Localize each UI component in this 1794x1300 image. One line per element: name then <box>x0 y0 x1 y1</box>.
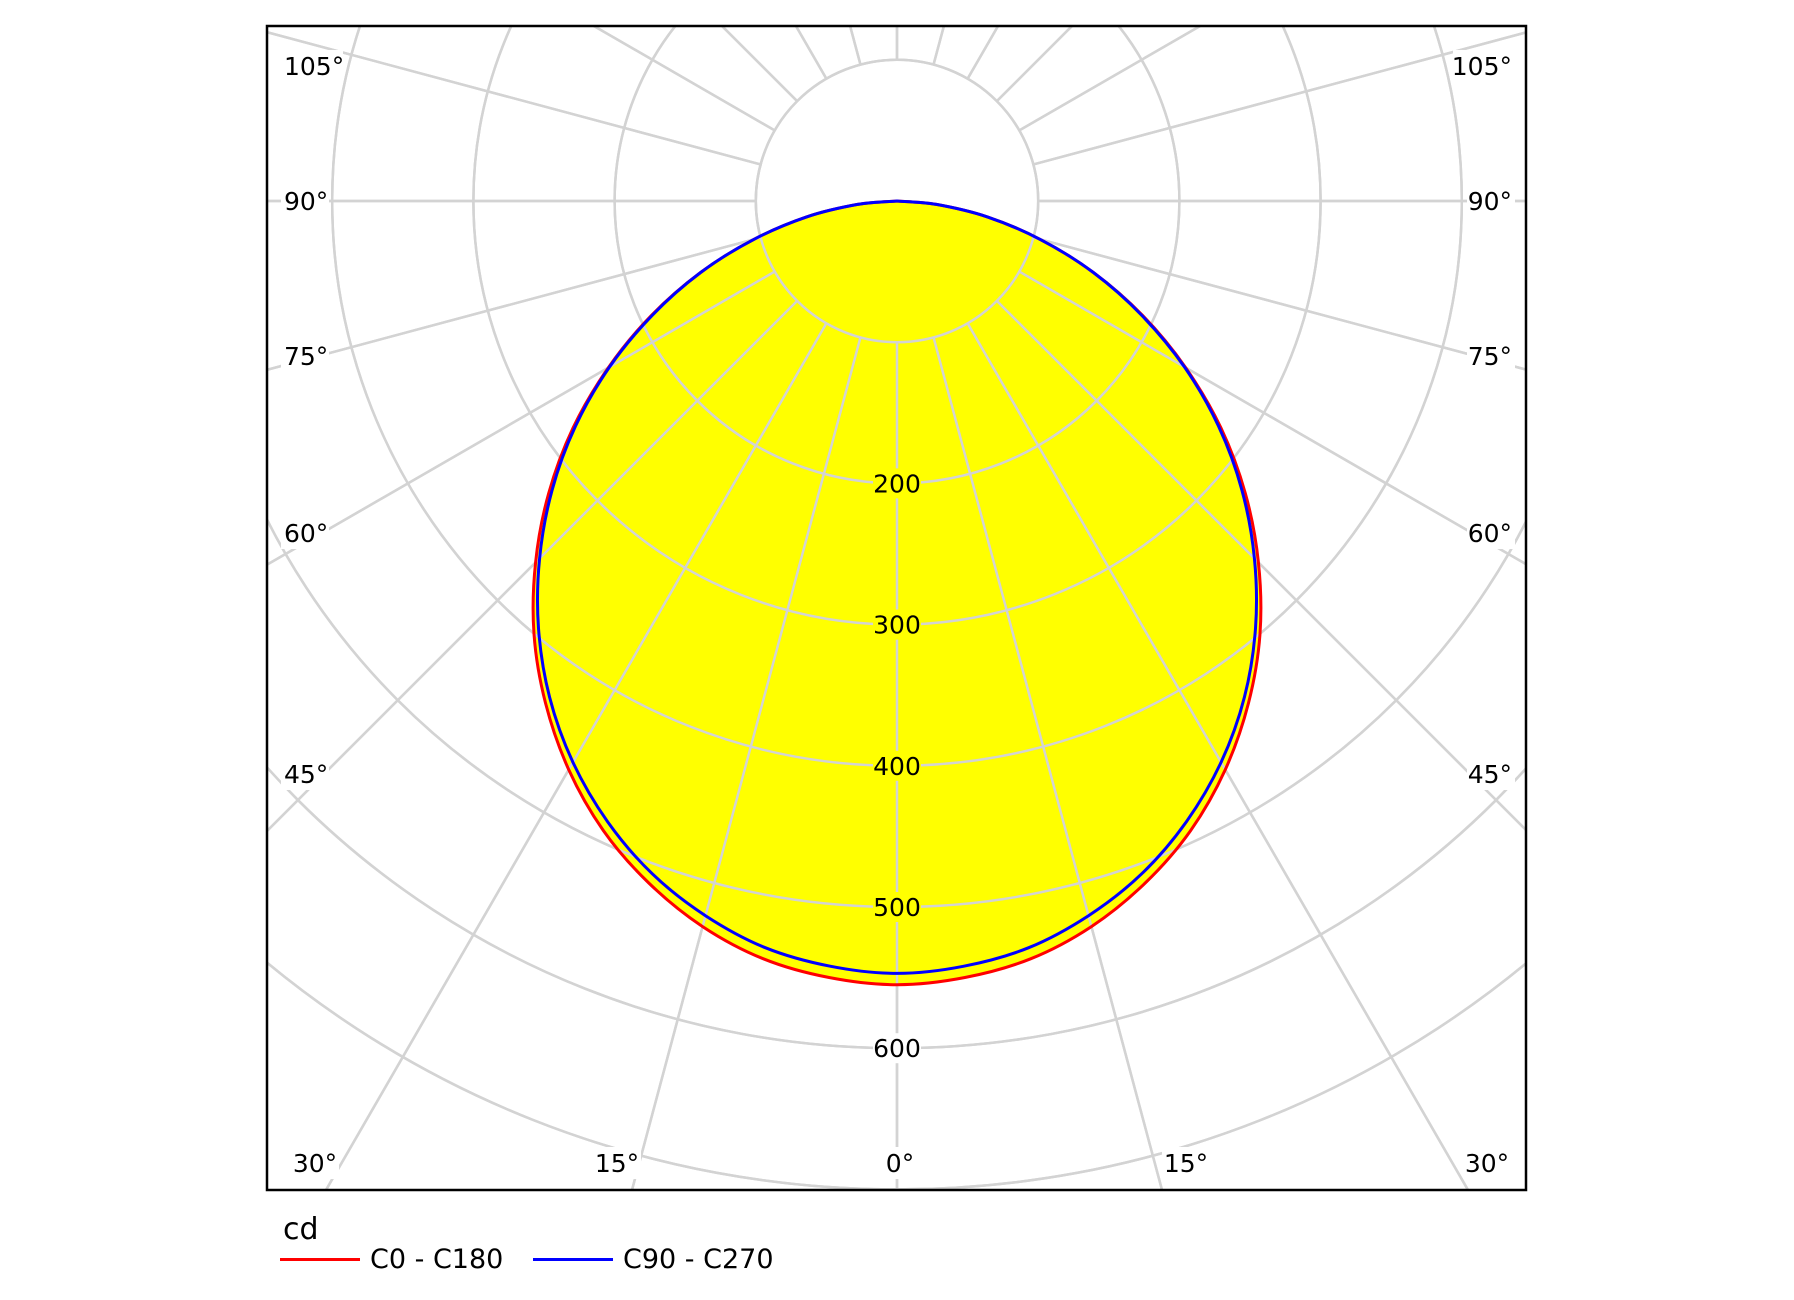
angle-label: 15° <box>1164 1149 1208 1178</box>
angle-label: 30° <box>293 1149 337 1178</box>
legend-label: C0 - C180 <box>370 1244 504 1275</box>
grid-spoke <box>1033 31 1526 166</box>
grid-spoke <box>267 236 761 372</box>
angle-label: 105° <box>284 52 344 81</box>
grid-spoke <box>995 299 1526 832</box>
angle-label: 30° <box>1465 1149 1509 1178</box>
series-curve-c90-c270 <box>536 199 1258 975</box>
grid-spoke <box>966 26 1000 80</box>
legend-item-c90-c270: C90 - C270 <box>533 1244 774 1275</box>
legend-label: C90 - C270 <box>623 1244 774 1275</box>
grid-spoke <box>1018 270 1526 566</box>
grid-spoke <box>267 270 776 567</box>
ring-label: 300 <box>873 611 921 640</box>
legend-swatch-blue <box>533 1258 613 1261</box>
grid-spoke <box>932 26 946 65</box>
ring-label: 500 <box>873 893 921 922</box>
plot-frame <box>265 24 1528 1192</box>
grid-spoke <box>720 26 799 103</box>
legend-swatch-red <box>280 1258 360 1261</box>
grid-spoke <box>1033 236 1526 371</box>
angle-label: 90° <box>284 187 328 216</box>
grid-spoke <box>794 26 828 80</box>
angle-label: 75° <box>1468 342 1512 371</box>
angle-label: 105° <box>1452 52 1512 81</box>
angle-label: 45° <box>284 760 328 789</box>
grid-spoke <box>932 26 946 65</box>
grid-spoke <box>848 26 862 65</box>
angle-label: 60° <box>1468 519 1512 548</box>
series-curves <box>531 199 1263 987</box>
legend-item-c0-c180: C0 - C180 <box>280 1244 503 1275</box>
axis-labels: 200 300 400 500 600 105° 90° 75° 60° 45° 105° 90° 75… <box>281 50 1515 1179</box>
grid-spoke <box>966 322 1470 1190</box>
unit-label: cd <box>283 1212 319 1247</box>
grid-spoke <box>995 26 1074 103</box>
angle-label: 15° <box>595 1149 639 1178</box>
grid-spoke <box>794 26 828 80</box>
ring-label: 600 <box>873 1034 921 1063</box>
angle-label: 75° <box>284 342 328 371</box>
grid-spoke <box>966 26 1000 80</box>
grid-spoke <box>720 26 799 103</box>
grid-spoke <box>932 337 1164 1190</box>
grid-spoke <box>267 299 799 833</box>
grid-spoke <box>848 26 862 65</box>
grid-spoke <box>630 337 862 1190</box>
grid-spoke <box>267 30 761 166</box>
angle-label: 90° <box>1468 187 1512 216</box>
grid-spoke <box>1033 31 1526 166</box>
ring-label: 400 <box>873 752 921 781</box>
grid-spoke <box>324 322 828 1190</box>
ring-label: 200 <box>873 469 921 498</box>
angle-label: 60° <box>284 519 328 548</box>
angle-label: 0° <box>886 1149 914 1178</box>
angle-label: 45° <box>1468 760 1512 789</box>
grid-spoke <box>267 30 761 166</box>
grid-spoke <box>995 26 1074 103</box>
